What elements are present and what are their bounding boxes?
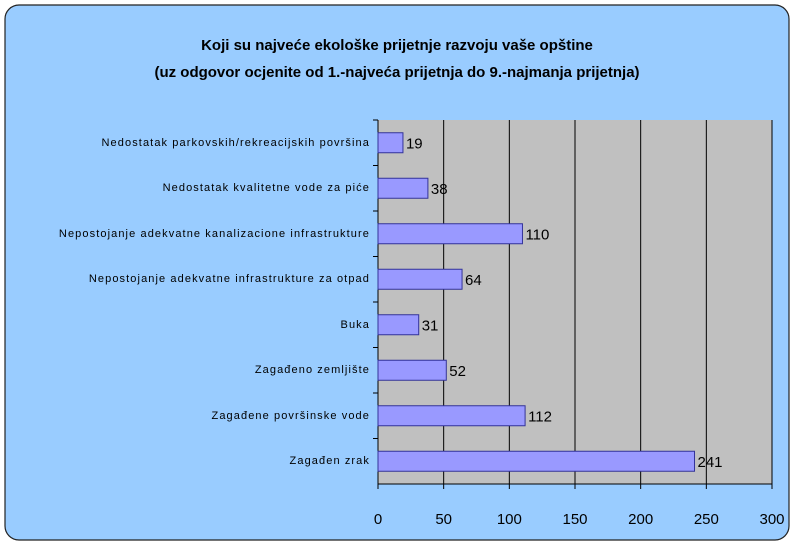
y-tick-label: Nepostojanje adekvatne kanalizacione inf… <box>58 227 370 240</box>
bar <box>377 359 447 381</box>
data-label: 31 <box>422 318 439 335</box>
y-tick-label: Nepostojanje adekvatne infrastrukture za… <box>88 273 370 286</box>
x-tick-label: 200 <box>628 511 653 528</box>
x-tick-label: 100 <box>497 511 522 528</box>
y-tick-label: Buka <box>340 318 370 331</box>
data-label: 38 <box>431 181 448 198</box>
data-label: 64 <box>465 272 482 289</box>
y-tick-label-box: Zagađene površinske vode <box>10 406 370 426</box>
y-tick-label-box: Buka <box>10 315 370 335</box>
y-tick-label: Nedostatak kvalitetne vode za piće <box>162 182 370 195</box>
bar <box>377 268 463 290</box>
bar <box>377 177 429 199</box>
y-tick-label: Nedostatak parkovskih/rekreacijskih povr… <box>101 136 370 149</box>
x-tick-label: 300 <box>759 511 784 528</box>
chart-title: Koji su najveće ekološke prijetnje razvo… <box>201 37 593 54</box>
x-tick-label: 250 <box>694 511 719 528</box>
bar <box>377 314 420 336</box>
bar <box>377 405 526 427</box>
y-tick-label-box: Zagađen zrak <box>10 451 370 471</box>
y-tick-label: Zagađeno zemljište <box>254 364 370 377</box>
x-tick-label: 150 <box>562 511 587 528</box>
data-label: 241 <box>698 454 723 471</box>
y-tick-label-box: Zagađeno zemljište <box>10 360 370 380</box>
data-label: 110 <box>525 227 549 244</box>
data-label: 52 <box>449 363 466 380</box>
y-tick-label-box: Nepostojanje adekvatne kanalizacione inf… <box>10 224 370 244</box>
bar <box>377 223 523 245</box>
y-tick-label-box: Nepostojanje adekvatne infrastrukture za… <box>10 269 370 289</box>
bar <box>377 450 696 472</box>
x-tick-label: 50 <box>435 511 452 528</box>
y-tick-label-box: Nedostatak parkovskih/rekreacijskih povr… <box>10 133 370 153</box>
data-label: 112 <box>528 409 552 426</box>
y-tick-label-box: Nedostatak kvalitetne vode za piće <box>10 178 370 198</box>
data-label: 19 <box>406 136 423 153</box>
chart-subtitle: (uz odgovor ocjenite od 1.-najveća prije… <box>154 64 639 81</box>
y-tick-label: Zagađen zrak <box>289 455 370 468</box>
x-tick-label: 0 <box>374 511 382 528</box>
y-tick-label: Zagađene površinske vode <box>211 409 370 422</box>
bar <box>377 132 404 154</box>
